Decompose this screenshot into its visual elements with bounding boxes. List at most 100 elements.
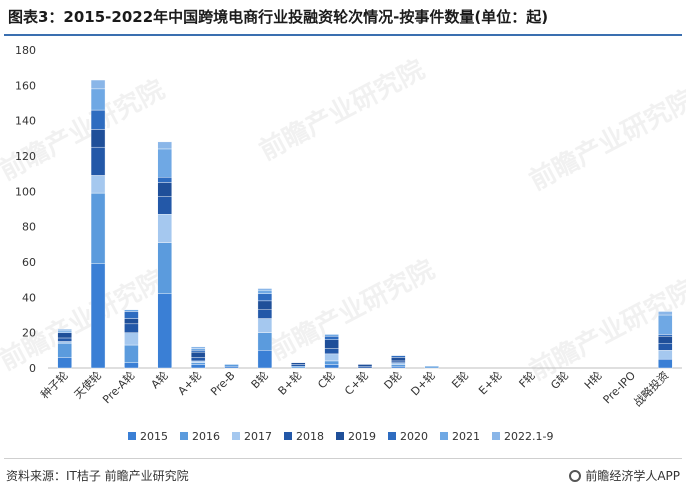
bar-segment <box>124 344 139 363</box>
x-tick-label: E轮 <box>449 368 472 391</box>
bar-segment <box>190 346 206 349</box>
legend-swatch <box>336 432 344 440</box>
bar-segment <box>124 309 139 312</box>
bar-segment <box>157 214 172 243</box>
bar-segment <box>257 293 273 302</box>
y-tick-label: 100 <box>15 185 36 198</box>
y-tick-label: 80 <box>22 221 36 234</box>
y-tick-label: 40 <box>22 291 36 304</box>
x-tick-label: B轮 <box>248 368 271 391</box>
bar-segment <box>157 182 172 197</box>
x-tick-label: C轮 <box>315 368 338 391</box>
legend-label: 2020 <box>400 430 428 443</box>
bar-segment <box>658 314 673 335</box>
bar-segment <box>157 293 172 369</box>
bar-segment <box>658 350 673 360</box>
legend-label: 2022.1-9 <box>504 430 553 443</box>
bar-segment <box>124 323 139 333</box>
y-tick-label: 140 <box>15 115 36 128</box>
bar-segment <box>190 362 206 365</box>
brand-logo-icon <box>569 469 582 482</box>
legend-label: 2015 <box>140 430 168 443</box>
bar-segment <box>291 362 306 365</box>
bar-segment <box>57 343 72 358</box>
x-tick-label: 种子轮 <box>38 368 71 401</box>
bar-segment <box>190 351 206 358</box>
bar-segment <box>190 350 206 353</box>
bar-segment <box>257 332 273 351</box>
bar-segment <box>190 348 206 351</box>
brand-text: 前瞻经济学人APP <box>585 469 680 483</box>
bar-segment <box>391 366 406 369</box>
bar-segment <box>658 334 673 337</box>
source-note: 资料来源：IT桔子 前瞻产业研究院 <box>6 469 189 483</box>
legend-swatch <box>440 432 448 440</box>
bar-segment <box>658 358 673 369</box>
x-tick-label: 天使轮 <box>71 368 104 401</box>
bar-segment <box>190 364 206 369</box>
bar-segment <box>291 364 306 367</box>
y-tick-label: 120 <box>15 150 36 163</box>
bar-segment <box>324 353 339 362</box>
bar-segment <box>57 330 72 333</box>
bar-segment <box>291 366 306 369</box>
bar-segment <box>157 176 172 183</box>
bar-segment <box>157 242 172 294</box>
bar-segment <box>424 366 439 369</box>
x-tick-label: D轮 <box>381 368 405 392</box>
legend-label: 2021 <box>452 430 480 443</box>
bar-segment <box>157 141 172 150</box>
x-tick-label: 战略投资 <box>630 368 671 409</box>
bar-segment <box>658 336 673 344</box>
bar-segment <box>391 364 406 367</box>
bar-segment <box>324 364 339 369</box>
bar-segment <box>124 311 139 319</box>
y-tick-label: 60 <box>22 256 36 269</box>
bar-segment <box>324 348 339 355</box>
x-tick-label: B+轮 <box>275 368 305 398</box>
bar-segment <box>391 362 406 365</box>
x-tick-label: A+轮 <box>175 368 205 398</box>
bar-segment <box>257 288 273 291</box>
x-tick-label: E+轮 <box>475 368 504 397</box>
bar-segment <box>190 357 206 362</box>
bar-segment <box>257 318 273 333</box>
legend-label: 2018 <box>296 430 324 443</box>
x-tick-label: Pre-A轮 <box>100 368 138 406</box>
bar-segment <box>391 360 406 363</box>
bar-segment <box>324 336 339 340</box>
legend-swatch <box>128 432 136 440</box>
legend-swatch <box>180 432 188 440</box>
x-tick-label: C+轮 <box>341 368 371 398</box>
bar-segment <box>57 357 72 369</box>
footer-divider <box>4 458 682 459</box>
title-divider <box>4 34 682 36</box>
bar-segment <box>90 79 106 90</box>
legend-swatch <box>284 432 292 440</box>
legend-label: 2019 <box>348 430 376 443</box>
chart-title: 图表3：2015-2022年中国跨境电商行业投融资轮次情况-按事件数量(单位：起… <box>8 8 549 26</box>
bar-segment <box>157 196 172 215</box>
x-tick-label: D+轮 <box>408 368 438 398</box>
brand-label: 前瞻经济学人APP <box>569 467 680 484</box>
bar-segment <box>257 290 273 294</box>
bar-segment <box>57 337 72 342</box>
y-tick-label: 0 <box>29 362 36 375</box>
bar-segment <box>90 175 106 194</box>
bar-segment <box>124 318 139 325</box>
bar-segment <box>658 311 673 316</box>
bar-segment <box>257 300 273 310</box>
bar-segment <box>90 263 106 369</box>
bar-segment <box>124 332 139 346</box>
legend-label: 2016 <box>192 430 220 443</box>
bar-segment <box>90 88 106 111</box>
bar-segment <box>324 360 339 365</box>
bar-segment <box>391 357 406 362</box>
legend-swatch <box>492 432 500 440</box>
y-tick-label: 20 <box>22 327 36 340</box>
bar-segment <box>224 364 239 367</box>
y-tick-label: 180 <box>15 44 36 57</box>
bar-segment <box>357 366 373 369</box>
bar-segment <box>190 360 206 363</box>
